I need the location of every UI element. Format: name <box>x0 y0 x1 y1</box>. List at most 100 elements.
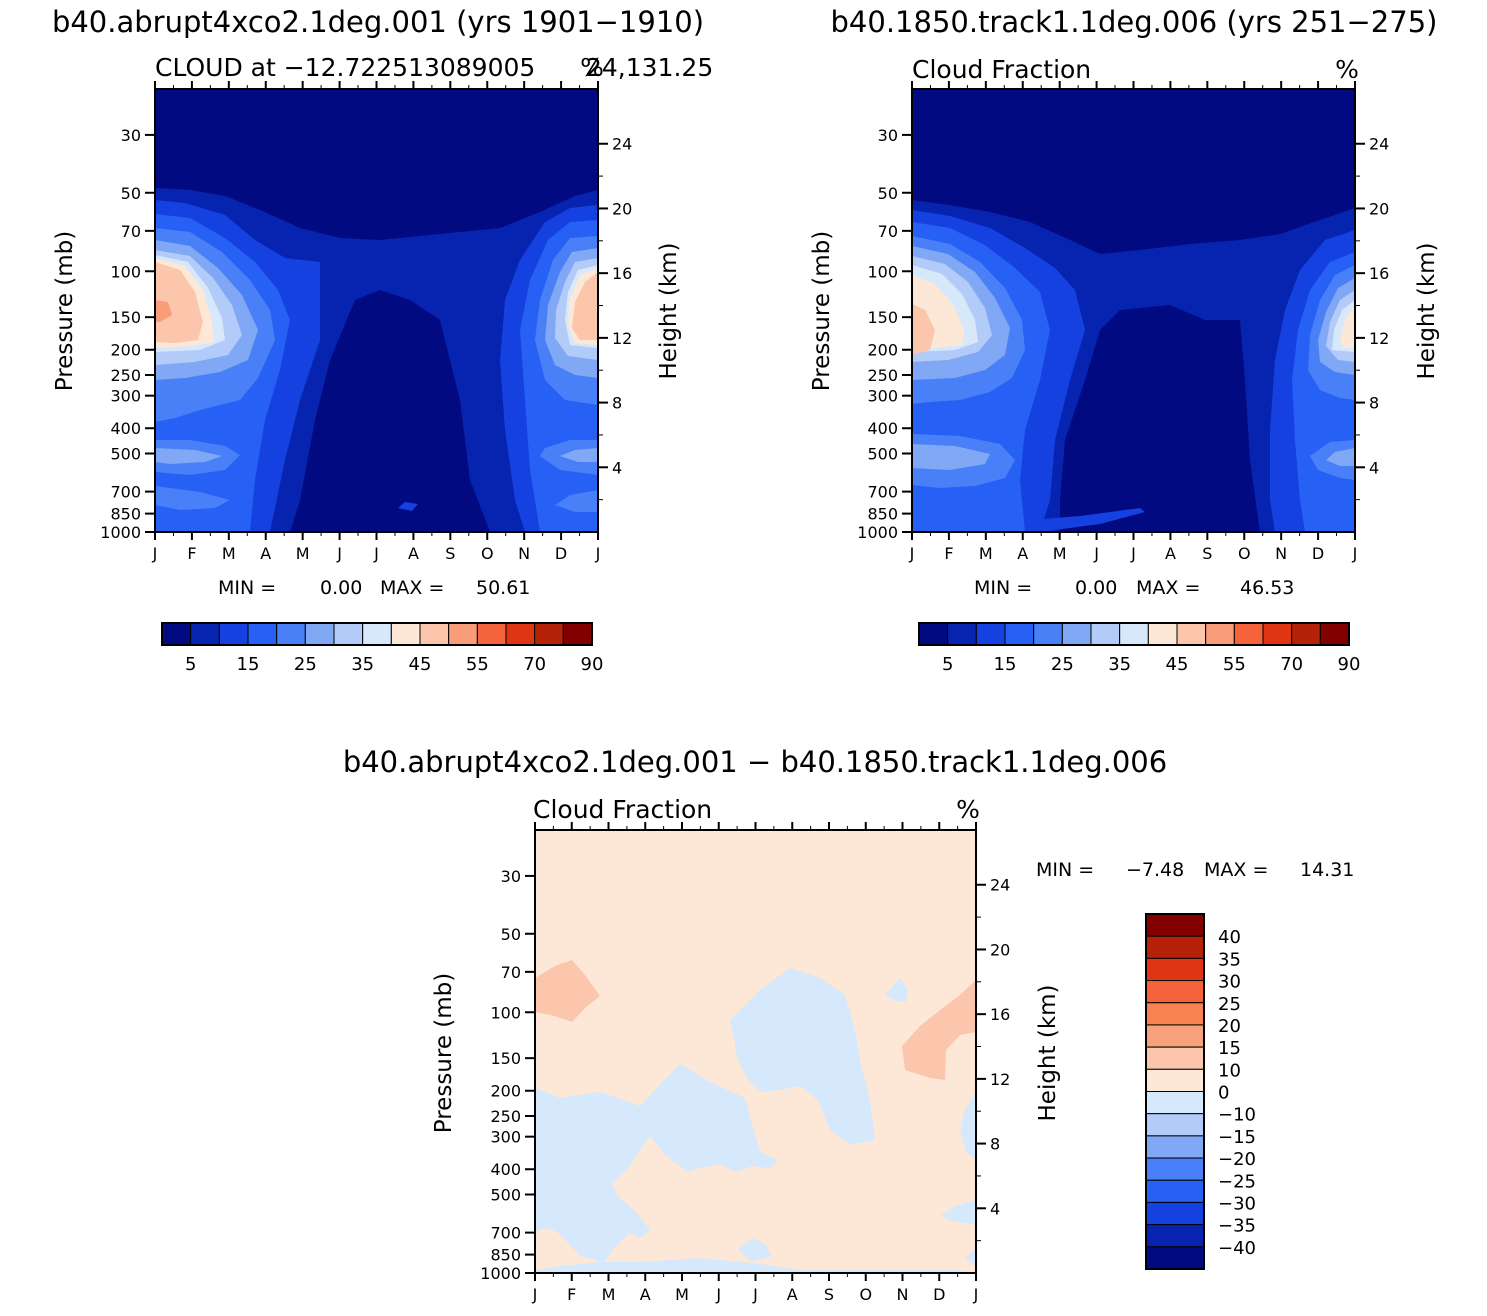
colorbar-label: 25 <box>294 654 317 675</box>
height-tick-label: 4 <box>1369 458 1379 477</box>
pressure-tick-label: 30 <box>501 867 521 886</box>
contour-band-35 <box>155 250 598 365</box>
colorbar-label: 25 <box>1051 654 1074 675</box>
height-tick-label: 16 <box>1369 264 1389 283</box>
colorbar-label: 35 <box>1108 654 1131 675</box>
colorbar-swatch <box>1205 622 1235 646</box>
panel-2-axes: J F M A M J J A S O N D J 30 50 70 100 150 200 250 300 400 500… <box>857 81 1389 563</box>
colorbar-label: 90 <box>1338 654 1361 675</box>
pressure-tick-label: 1000 <box>480 1264 521 1283</box>
height-tick-label: 8 <box>612 394 622 413</box>
height-tick-label: 8 <box>1369 394 1379 413</box>
height-tick-label: 16 <box>990 1005 1010 1024</box>
height-tick-label: 4 <box>990 1199 1000 1218</box>
panel-2-title: b40.1850.track1.1deg.006 (yrs 251−275) <box>831 5 1438 39</box>
colorbar-swatch <box>534 622 564 646</box>
panel-2-max-label: MAX = <box>1136 577 1200 599</box>
height-tick-label: 12 <box>1369 329 1389 348</box>
colorbar-swatch <box>918 622 949 646</box>
month-tick-label: J <box>1352 544 1358 563</box>
month-tick-label: F <box>567 1285 576 1304</box>
colorbar-swatch <box>1145 1068 1205 1092</box>
panel-2-subtitle-units: % <box>1335 55 1359 84</box>
contour-band-neg <box>535 1064 778 1262</box>
colorbar-label: 70 <box>523 654 546 675</box>
pressure-tick-label: 850 <box>490 1246 521 1265</box>
month-tick-label: M <box>222 544 236 563</box>
height-tick-label: 20 <box>1369 199 1389 218</box>
colorbar-swatch <box>161 622 192 646</box>
pressure-tick-label: 100 <box>490 1003 521 1022</box>
month-tick-label: O <box>859 1285 872 1304</box>
pressure-tick-label: 50 <box>501 925 521 944</box>
month-tick-label: D <box>1312 544 1324 563</box>
colorbar-label: 30 <box>1218 972 1241 993</box>
colorbar-swatch <box>1145 1201 1205 1226</box>
colorbar-label: 5 <box>185 654 196 675</box>
panel-2-subtitle: Cloud Fraction <box>912 55 1091 84</box>
pressure-tick-label: 300 <box>490 1128 521 1147</box>
panel-3-axes: J F M A M J J A S O N D J 30 50 70 100 150 200 250 300 400 500… <box>480 822 1010 1304</box>
colorbar-label: 15 <box>237 654 260 675</box>
month-tick-label: O <box>481 544 494 563</box>
month-tick-label: A <box>408 544 419 563</box>
colorbar-swatch <box>1145 957 1205 982</box>
pressure-tick-label: 250 <box>867 366 898 385</box>
panel-2-y2label: Height (km) <box>1414 242 1440 379</box>
month-tick-label: A <box>640 1285 651 1304</box>
month-tick-label: M <box>1053 544 1067 563</box>
pressure-tick-label: 150 <box>490 1049 521 1068</box>
pressure-tick-label: 1000 <box>100 523 141 542</box>
colorbar-swatch <box>1319 622 1350 646</box>
pressure-tick-label: 500 <box>110 445 141 464</box>
colorbar-swatch <box>476 622 507 646</box>
pressure-tick-label: 250 <box>490 1107 521 1126</box>
colorbar-label: 55 <box>1223 654 1246 675</box>
pressure-tick-label: 200 <box>867 341 898 360</box>
contour-band-50 <box>912 304 935 354</box>
pressure-tick-label: 700 <box>867 483 898 502</box>
contour-band-neg <box>730 968 875 1145</box>
contour-band-neg <box>960 1092 976 1160</box>
pressure-tick-label: 70 <box>501 963 521 982</box>
month-tick-label: J <box>973 1285 979 1304</box>
month-tick-label: J <box>373 544 379 563</box>
pressure-tick-label: 500 <box>490 1186 521 1205</box>
colorbar-frame <box>1145 913 1205 1270</box>
colorbar-swatch <box>1145 1113 1205 1137</box>
colorbar-swatch <box>1145 1224 1205 1248</box>
pressure-tick-label: 400 <box>110 419 141 438</box>
colorbar-label: 45 <box>1166 654 1189 675</box>
panel-1-colorbar: 5 15 25 35 45 55 70 90 <box>161 622 604 675</box>
colorbar-label: 45 <box>409 654 432 675</box>
month-tick-label: M <box>296 544 310 563</box>
month-tick-label: N <box>1275 544 1287 563</box>
colorbar-frame <box>918 622 1350 646</box>
colorbar-label: −35 <box>1218 1216 1256 1237</box>
pressure-tick-label: 300 <box>867 387 898 406</box>
contour-band-45 <box>912 275 1355 348</box>
panel-3-contours <box>535 830 976 1273</box>
month-tick-label: N <box>518 544 530 563</box>
panel-3: b40.abrupt4xco2.1deg.001 − b40.1850.trac… <box>343 745 1355 1304</box>
panel-2-min-value: 0.00 <box>1075 577 1117 599</box>
month-tick-label: D <box>933 1285 945 1304</box>
pressure-tick-label: 200 <box>110 341 141 360</box>
month-tick-label: O <box>1238 544 1251 563</box>
colorbar-swatch <box>562 622 593 646</box>
colorbar-label: −40 <box>1218 1238 1256 1259</box>
colorbar-swatch <box>1147 622 1178 646</box>
panel-1-title: b40.abrupt4xco2.1deg.001 (yrs 1901−1910) <box>52 5 704 39</box>
colorbar-swatch <box>1233 622 1264 646</box>
month-tick-label: J <box>1093 544 1099 563</box>
pressure-tick-label: 1000 <box>857 523 898 542</box>
contour-band-10-15 <box>535 960 600 1022</box>
colorbar-label: 15 <box>994 654 1017 675</box>
colorbar-label: 90 <box>581 654 604 675</box>
contour-band-neg <box>965 1248 976 1266</box>
colorbar-label: −20 <box>1218 1149 1256 1170</box>
colorbar-swatch <box>276 622 306 646</box>
height-tick-label: 4 <box>612 458 622 477</box>
month-tick-label: J <box>909 544 915 563</box>
month-tick-label: F <box>944 544 953 563</box>
